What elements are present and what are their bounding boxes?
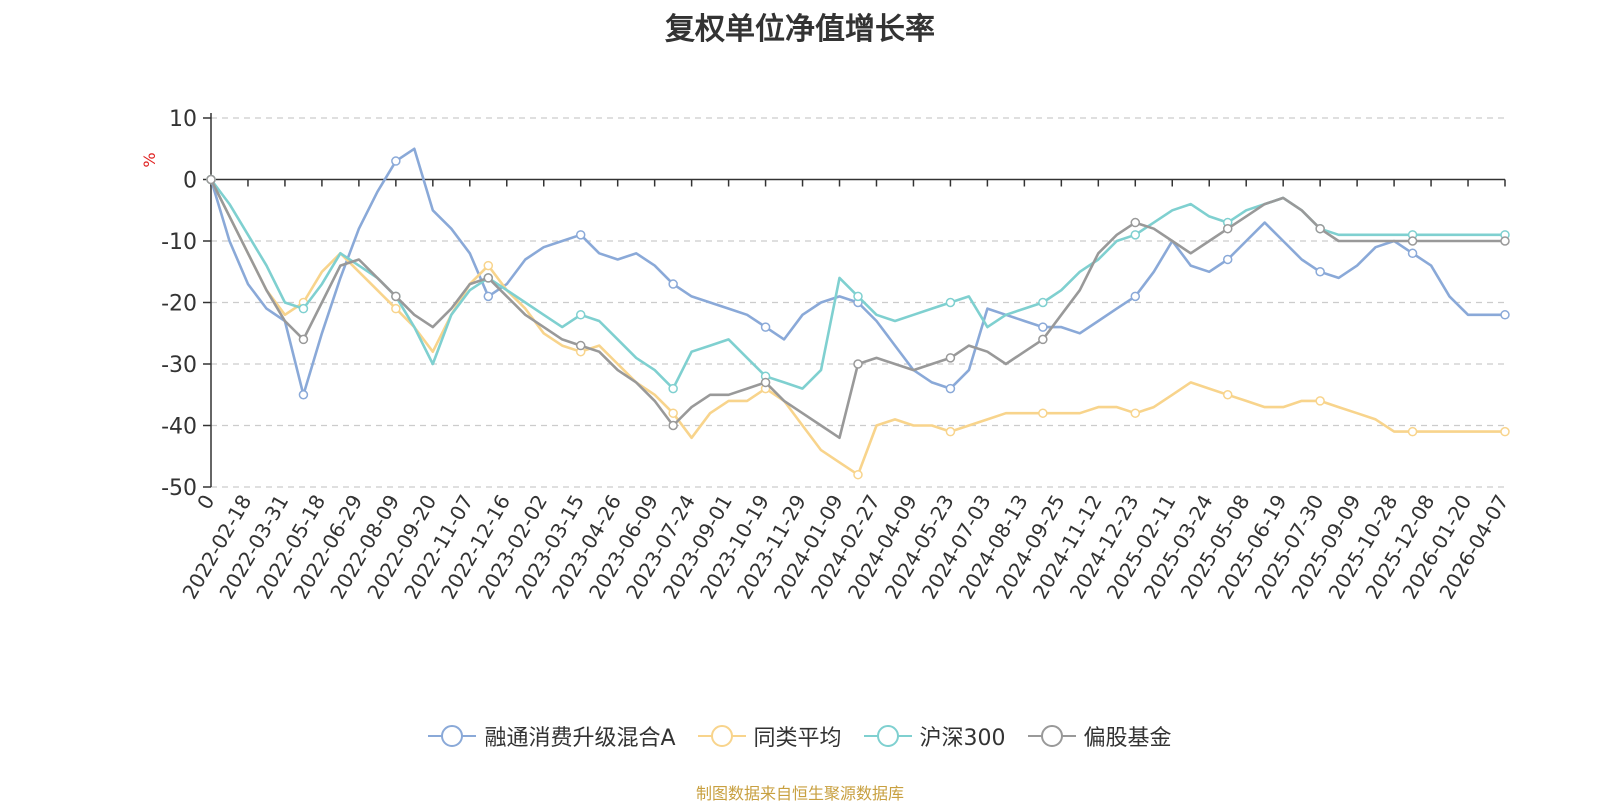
series-point-2 [1130,230,1141,240]
series-point-3 [206,174,216,185]
y-axis-unit: % [140,152,159,167]
series-point-0 [391,156,401,166]
series-point-0 [1130,291,1141,302]
series-point-3 [1222,223,1233,234]
series-point-3 [760,377,771,388]
legend-item-fund[interactable]: 融通消费升级混合A [428,720,676,752]
series-point-2 [1038,297,1048,308]
series-point-2 [853,291,863,302]
series-point-0 [945,383,956,394]
series-point-3 [1500,236,1510,246]
series-point-3 [483,273,494,283]
series-point-0 [298,390,309,400]
series-point-2 [298,303,309,314]
series-point-3 [298,334,309,345]
series-point-2 [668,383,678,394]
series-point-0 [575,230,586,240]
y-tick-label: -40 [161,415,197,440]
series-point-1 [391,303,401,314]
series-point-1 [483,260,494,271]
series-point-0 [1407,248,1418,259]
legend-label-peer-average: 同类平均 [753,726,842,751]
y-tick-label: -50 [161,476,197,501]
series-point-3 [668,420,678,431]
series-point-3 [391,291,401,302]
legend-label-fund: 融通消费升级混合A [484,726,676,751]
y-tick-label: -10 [161,230,197,255]
chart-title: 复权单位净值增长率 [665,12,935,47]
series-point-3 [945,353,956,363]
series-point-1 [1130,408,1141,418]
series-point-1 [1222,390,1233,400]
y-tick-label: 10 [169,107,197,132]
x-tick-label: 0 [192,491,219,514]
series-point-1 [945,426,956,437]
chart-canvas: 100-10-20-30-40-50%02022-02-182022-03-31… [140,107,1513,603]
series-line-0 [209,147,1505,397]
legend-label-csi300: 沪深300 [919,726,1006,751]
series-point-0 [760,322,771,332]
series-line-1 [209,178,1505,477]
legend: 融通消费升级混合A 同类平均 沪深300 偏股基金 [0,720,1600,752]
y-tick-label: 0 [183,169,197,194]
series-point-1 [1315,396,1325,406]
series-point-2 [575,310,586,320]
series-point-3 [853,359,863,369]
series-point-0 [483,291,494,302]
series-point-2 [945,297,956,308]
series-line-2 [209,178,1505,390]
series-point-3 [1315,223,1325,234]
series-point-3 [1038,334,1048,345]
series-point-1 [853,469,863,480]
series-point-3 [1407,236,1418,246]
series-point-0 [1222,254,1233,265]
legend-label-equity-fund: 偏股基金 [1083,726,1172,751]
data-source-note: 制图数据来自恒生聚源数据库 [695,784,904,803]
y-tick-label: -30 [161,353,197,378]
legend-item-csi300[interactable]: 沪深300 [863,720,1006,752]
y-tick-label: -20 [161,292,197,317]
legend-item-equity-fund[interactable]: 偏股基金 [1027,720,1172,752]
series-line-3 [209,178,1505,440]
series-point-0 [1038,322,1048,332]
legend-item-peer-average[interactable]: 同类平均 [697,720,842,752]
series-point-1 [668,408,678,418]
series-point-3 [575,340,586,351]
series-point-0 [1315,267,1325,277]
series-point-1 [1500,426,1510,437]
series-point-0 [668,279,678,289]
series-point-1 [1407,426,1418,437]
series-point-3 [1130,217,1141,228]
series-point-0 [1500,310,1510,320]
series-point-1 [1038,408,1048,418]
